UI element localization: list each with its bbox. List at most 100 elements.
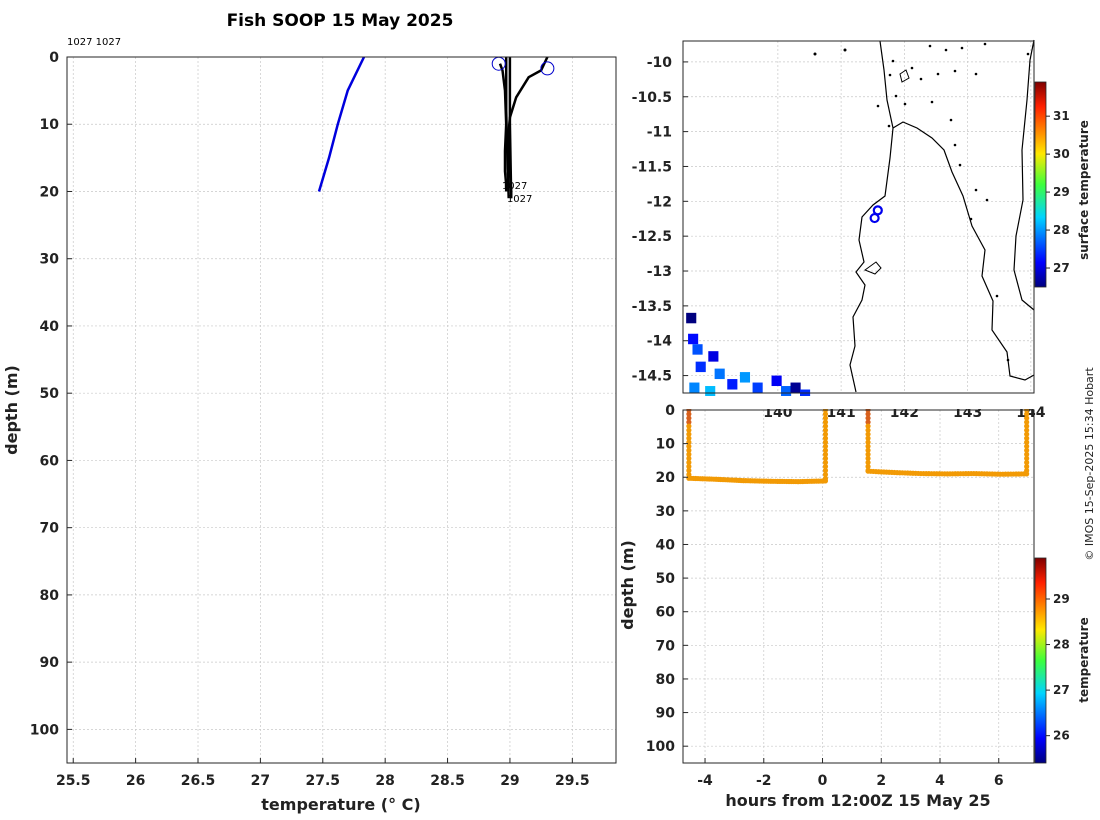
profile-y-tick-label: 70	[40, 521, 60, 537]
timeseries-point	[822, 451, 829, 457]
map-sst-cell	[781, 386, 792, 397]
timeseries-point	[865, 443, 871, 449]
timeseries-point	[822, 467, 829, 474]
timeseries-point	[1024, 415, 1030, 421]
timeseries-point	[1024, 439, 1030, 445]
timeseries-y-tick-label: 90	[656, 706, 676, 722]
map-colorbar-tick-label: 31	[1053, 109, 1070, 123]
timeseries-point	[686, 471, 692, 478]
profile-x-label: temperature (° C)	[261, 795, 420, 814]
timeseries-x-tick-label: 0	[818, 773, 828, 789]
timeseries-point	[822, 435, 829, 441]
profile-frame	[66, 56, 617, 764]
profile-surface-marker-2	[540, 61, 555, 76]
map-colorbar-tick-label: 27	[1053, 261, 1070, 275]
credit-text: © IMOS 15-Sep-2025 15:34 Hobart	[1083, 367, 1096, 561]
map-sst-cell	[705, 386, 716, 397]
map-sst-cell	[688, 333, 699, 345]
timeseries-y-tick-label: 0	[665, 403, 675, 419]
map-lat-tick-label: -14	[647, 334, 673, 350]
timeseries-colorbar-tick-label: 28	[1053, 638, 1070, 652]
timeseries-point	[686, 431, 692, 437]
timeseries-point	[865, 447, 871, 453]
profile-series-line-1	[317, 56, 366, 192]
timeseries-point	[686, 415, 692, 421]
profile-series-line-5	[508, 57, 513, 199]
profile-surface-marker-1	[491, 56, 506, 71]
timeseries-y-tick-label: 70	[656, 638, 676, 654]
timeseries-point	[822, 455, 829, 462]
timeseries-point	[822, 447, 829, 453]
timeseries-point	[1024, 411, 1030, 417]
timeseries-point	[822, 427, 829, 433]
profile-annotation: 1027	[507, 194, 532, 205]
profile-annotation: 1027	[502, 181, 527, 192]
timeseries-point	[1024, 455, 1030, 462]
timeseries-y-label: depth (m)	[618, 540, 637, 630]
timeseries-point	[865, 431, 871, 437]
timeseries-point	[822, 411, 829, 417]
map-sst-cell	[692, 344, 703, 355]
timeseries-point	[1024, 443, 1030, 449]
profile-y-tick-label: 100	[30, 722, 59, 738]
timeseries-point	[1024, 423, 1030, 429]
timeseries-point	[686, 467, 692, 474]
map-lat-tick-label: -11.5	[632, 159, 672, 175]
profile-y-tick-label: 90	[40, 655, 60, 671]
map-colorbar-tick-label: 30	[1053, 147, 1070, 161]
timeseries-y-tick-label: 20	[656, 470, 676, 486]
timeseries-point	[865, 435, 871, 441]
figure-title: Fish SOOP 15 May 2025	[227, 11, 454, 31]
timeseries-point	[822, 471, 829, 478]
timeseries-x-tick-label: 2	[876, 773, 886, 789]
timeseries-point	[865, 451, 871, 457]
timeseries-x-tick-label: -2	[756, 773, 772, 789]
timeseries-point	[1024, 427, 1030, 433]
timeseries-colorbar-tick-label: 29	[1053, 592, 1070, 606]
profile-y-tick-label: 30	[40, 252, 60, 268]
profile-y-tick-label: 10	[40, 117, 60, 133]
profile-x-tick-label: 26.5	[181, 773, 216, 789]
timeseries-point	[1024, 447, 1030, 453]
profile-x-tick-label: 29.5	[555, 773, 590, 789]
profile-y-tick-label: 20	[40, 184, 60, 200]
timeseries-point	[822, 443, 829, 449]
profile-y-tick-label: 80	[40, 588, 60, 604]
map-sst-cell	[752, 382, 763, 393]
timeseries-point	[865, 415, 871, 421]
timeseries-point	[822, 459, 829, 466]
timeseries-point	[822, 463, 829, 470]
timeseries-point	[865, 463, 871, 470]
timeseries-point	[686, 451, 692, 457]
timeseries-x-tick-label: 4	[935, 773, 945, 789]
map-sst-cell	[727, 379, 738, 390]
timeseries-x-tick-label: 6	[994, 773, 1004, 789]
timeseries-point	[1024, 451, 1030, 457]
timeseries-point	[1024, 431, 1030, 437]
map-vessel-position	[869, 212, 880, 224]
profile-x-tick-label: 26	[126, 773, 145, 789]
map-sst-cell	[739, 372, 751, 383]
profile-y-tick-label: 50	[40, 386, 60, 402]
timeseries-point	[865, 455, 871, 462]
map-sst-cell	[714, 368, 725, 380]
map-lat-tick-label: -12.5	[632, 229, 672, 245]
profile-x-tick-label: 28	[375, 773, 394, 789]
map-sst-cell	[790, 382, 801, 393]
map-lat-tick-label: -14.5	[632, 369, 672, 385]
timeseries-point	[686, 411, 692, 417]
map-frame	[682, 40, 1035, 394]
profile-y-tick-label: 40	[40, 319, 60, 335]
map-colorbar-tick-label: 28	[1053, 223, 1070, 237]
map-lat-tick-label: -13	[647, 264, 672, 280]
map-colorbar-label: surface temperature	[1077, 120, 1091, 260]
timeseries-point	[686, 459, 692, 466]
timeseries-y-tick-label: 30	[656, 504, 676, 520]
map-sst-cell	[771, 375, 782, 387]
coastline	[813, 39, 1035, 393]
timeseries-point	[1024, 459, 1030, 466]
map-lat-tick-label: -10.5	[632, 90, 672, 106]
timeseries-point	[822, 439, 829, 445]
